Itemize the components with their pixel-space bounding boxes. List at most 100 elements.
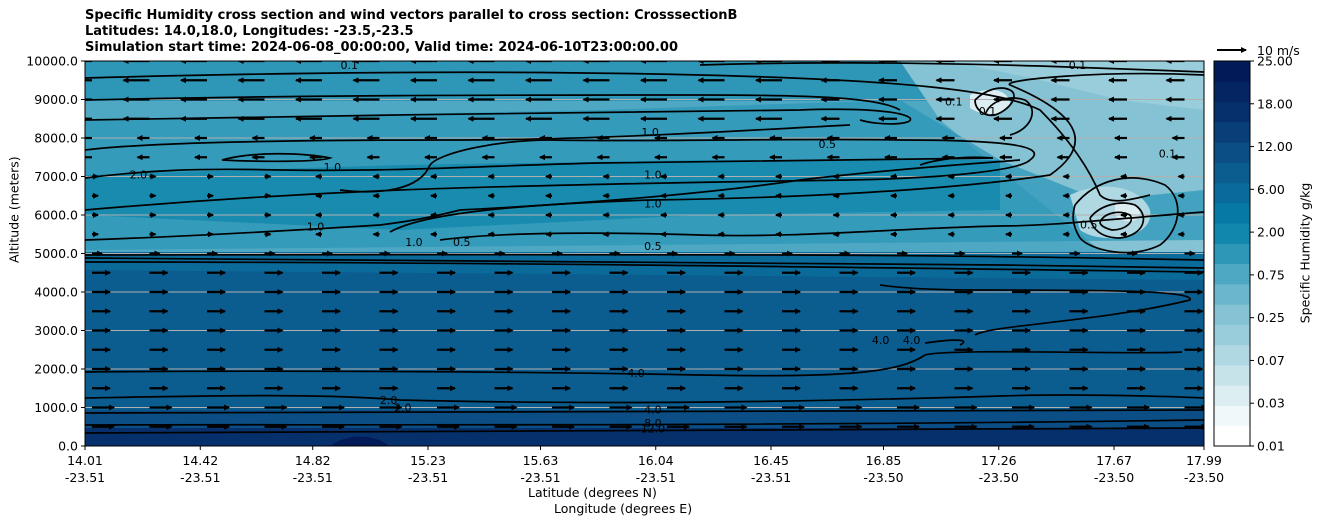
contour-label: 0.1 (1069, 59, 1087, 72)
colorbar-segment (1214, 121, 1250, 143)
y-axis-label: Altitude (meters) (6, 156, 22, 263)
colorbar-frame (1213, 60, 1251, 447)
x-tick-label-lon: -23.50 (979, 470, 1019, 485)
chart-title-line-2: Latitudes: 14.0,18.0, Longitudes: -23.5,… (85, 24, 414, 39)
y-tick-label: 7000.0 (34, 169, 78, 184)
contour-label: 0.1 (945, 95, 963, 108)
colorbar-tick-label: 0.01 (1257, 439, 1285, 454)
colorbar-segment (1214, 142, 1250, 163)
contour-label: 0.1 (341, 59, 359, 72)
contour-label: 2.0 (380, 394, 398, 407)
contour-label: 1.0 (307, 221, 325, 234)
colorbar-tick-label: 0.25 (1257, 310, 1285, 325)
contour-label: 0.5 (819, 138, 837, 151)
colorbar-segment (1214, 263, 1250, 285)
contour-label: 0.5 (644, 240, 662, 253)
x-tick-label-lat: 14.42 (182, 453, 218, 468)
quiver-key-label: 10 m/s (1257, 43, 1300, 58)
colorbar-segment (1214, 304, 1250, 325)
y-tick-label: 0.0 (58, 439, 78, 454)
colorbar-segment (1214, 223, 1250, 244)
plot-area: 0.1 0.1 0.1 0.1 0.1 1.0 0.5 2.0 1.0 1.0 1.0 1.0 1.0 0… (84, 59, 1205, 447)
colorbar-tick-label: 0.75 (1257, 267, 1285, 282)
x-tick-label-lon: -23.50 (1094, 470, 1134, 485)
contour-label: 4.0 (872, 334, 890, 347)
x-tick-label-lat: 16.45 (753, 453, 789, 468)
colorbar-segment (1214, 385, 1250, 406)
contour-line (85, 427, 1204, 434)
colorbar-segment (1214, 81, 1250, 103)
chart-title-line-3: Simulation start time: 2024-06-08_00:00:… (85, 40, 678, 55)
x-tick-label-lat: 14.82 (295, 453, 331, 468)
contour-line (85, 124, 851, 151)
x-tick-label-lat: 15.63 (523, 453, 559, 468)
y-tick-label: 6000.0 (34, 208, 78, 223)
x-tick-label-lat: 17.26 (981, 453, 1017, 468)
contour-line (85, 108, 912, 125)
y-tick-label: 10000.0 (26, 54, 78, 69)
contour-label: 0.1 (1159, 147, 1177, 160)
x-axis: 14.01 -23.51 14.42 -23.51 14.82 -23.51 15.23 -2… (65, 446, 1224, 485)
colorbar-tick-label: 12.00 (1257, 139, 1293, 154)
x-tick-label-lon: -23.51 (65, 470, 105, 485)
quiver-key: 10 m/s (1217, 43, 1300, 58)
contour-line (85, 394, 1204, 404)
x-tick-label-lat: 14.01 (67, 453, 103, 468)
contour-label: 8.0 (644, 417, 662, 430)
contour-label: 4.0 (627, 367, 645, 380)
contour-line (984, 97, 1033, 136)
x-tick-label-lon: -23.50 (1184, 470, 1224, 485)
colorbar: 0.01 0.03 0.07 0.25 0.75 2.00 6.00 12.00 18.00 25… (1213, 54, 1293, 454)
contour-line (85, 261, 1204, 273)
colorbar-tick-label: 18.00 (1257, 96, 1293, 111)
colorbar-segment (1214, 202, 1250, 224)
contour-line (85, 71, 1151, 202)
contour-line (974, 87, 1015, 117)
colorbar-segment (1214, 101, 1250, 123)
x-tick-label-lat: 17.99 (1186, 453, 1222, 468)
contour-line (1089, 202, 1145, 239)
contour-line (85, 156, 994, 179)
contour-line (85, 94, 901, 111)
contour-line (699, 62, 1204, 73)
contour-line (85, 419, 1204, 426)
y-tick-label: 3000.0 (34, 323, 78, 338)
colorbar-segment (1214, 364, 1250, 386)
x-tick-label-lon: -23.51 (636, 470, 676, 485)
chart-title-line-1: Specific Humidity cross section and wind… (85, 8, 738, 23)
colorbar-segment (1214, 162, 1250, 184)
x-tick-label-lon: -23.51 (293, 470, 333, 485)
contour-label: 1.0 (641, 126, 659, 139)
x-tick-label-lat: 17.67 (1096, 453, 1132, 468)
contour-line (85, 138, 1036, 211)
x-tick-label-lon: -23.51 (520, 470, 560, 485)
x-tick-label-lon: -23.51 (751, 470, 791, 485)
x-tick-label-lon: -23.51 (180, 470, 220, 485)
contour-label: 2.0 (394, 402, 412, 415)
x-tick-label-lat: 16.85 (866, 453, 902, 468)
y-tick-label: 9000.0 (34, 92, 78, 107)
contour-line (85, 409, 1204, 414)
contour-label: 1.0 (644, 169, 662, 182)
contour-label: 2.0 (130, 169, 148, 182)
contour-label: 0.5 (1080, 219, 1098, 232)
contour-label: 0.5 (453, 236, 471, 249)
x-tick-label-lon: -23.50 (863, 470, 903, 485)
contour-label: 4.0 (644, 403, 662, 416)
contour-line (879, 284, 1191, 346)
colorbar-segment (1214, 283, 1250, 305)
contour-label: 0.1 (979, 105, 997, 118)
colorbar-segment (1214, 344, 1250, 366)
contour-line (85, 159, 1021, 241)
colorbar-tick-label: 25.00 (1257, 54, 1293, 69)
contour-label: 12.0 (641, 423, 666, 436)
y-tick-label: 1000.0 (34, 400, 78, 415)
y-tick-label: 5000.0 (34, 246, 78, 261)
contour-label: 1.0 (405, 236, 423, 249)
y-tick-label: 4000.0 (34, 285, 78, 300)
x-tick-label-lat: 15.23 (410, 453, 446, 468)
colorbar-tick-label: 0.07 (1257, 353, 1285, 368)
colorbar-segment (1214, 324, 1250, 346)
contour-label: 4.0 (903, 334, 921, 347)
